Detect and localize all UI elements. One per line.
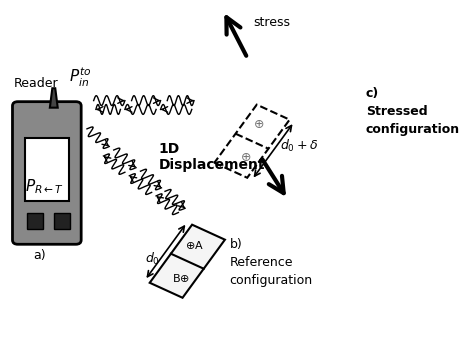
- Text: Reader: Reader: [13, 77, 58, 90]
- Polygon shape: [214, 104, 290, 178]
- Text: $d_0+\delta$: $d_0+\delta$: [280, 137, 318, 154]
- Text: B$\oplus$: B$\oplus$: [172, 271, 190, 283]
- FancyBboxPatch shape: [12, 102, 81, 244]
- Text: c)
Stressed
configuration: c) Stressed configuration: [366, 87, 460, 136]
- Bar: [54, 213, 70, 229]
- Text: stress: stress: [253, 16, 291, 29]
- Text: a): a): [34, 249, 46, 262]
- Text: 1D
Displacement: 1D Displacement: [158, 142, 265, 172]
- Text: b)
Reference
configuration: b) Reference configuration: [230, 239, 313, 287]
- Polygon shape: [150, 225, 225, 298]
- Bar: [25, 138, 69, 201]
- Text: $\oplus$: $\oplus$: [240, 151, 251, 164]
- Text: $\oplus$: $\oplus$: [253, 118, 264, 131]
- Polygon shape: [50, 88, 58, 108]
- Bar: [27, 213, 43, 229]
- Text: $\oplus$A: $\oplus$A: [185, 239, 203, 251]
- Text: $P_{R\leftarrow T}$: $P_{R\leftarrow T}$: [25, 178, 64, 196]
- Text: $d_0$: $d_0$: [145, 250, 160, 267]
- Text: $P_{in}^{to}$: $P_{in}^{to}$: [69, 66, 91, 89]
